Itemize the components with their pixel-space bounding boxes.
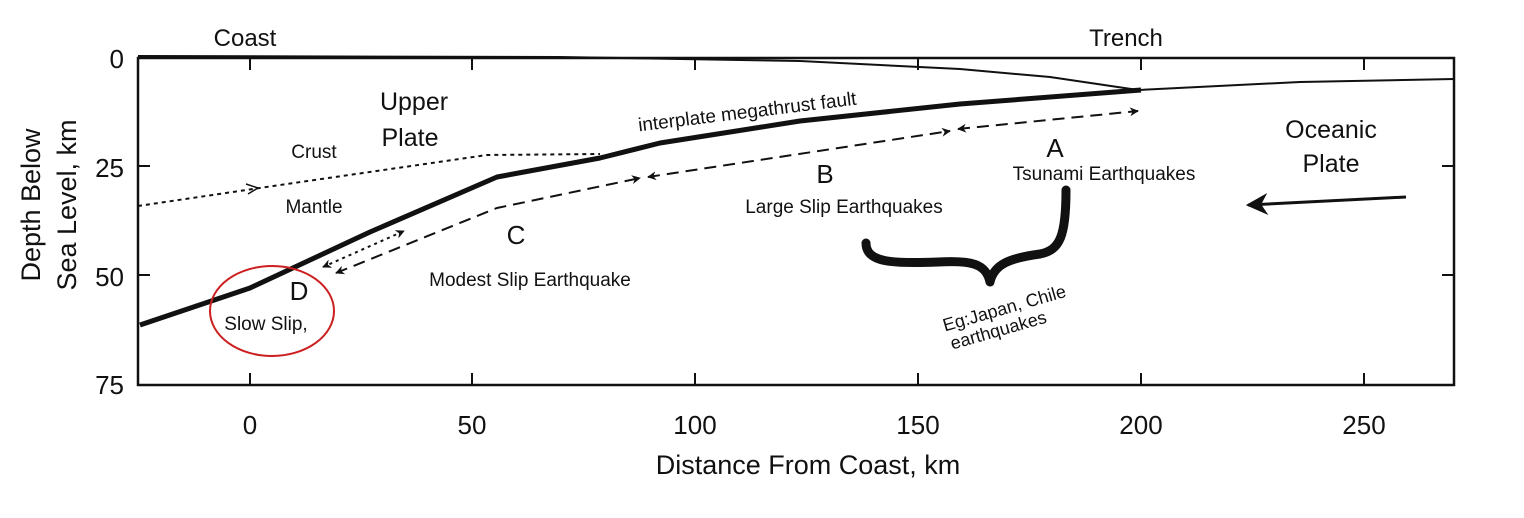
- x-ticks: [249, 58, 1365, 385]
- x-tick-label: 50: [458, 410, 487, 440]
- coast-label: Coast: [214, 25, 277, 52]
- moho-dotted-line: [137, 153, 601, 207]
- upper-plate-label-line2: Plate: [382, 124, 439, 152]
- x-tick-label: 100: [673, 410, 716, 440]
- zone-B-label: B: [816, 159, 833, 189]
- mantle-label: Mantle: [285, 197, 342, 218]
- oceanic-plate-surface: [1137, 78, 1455, 91]
- large-slip-label: Large Slip Earthquakes: [745, 197, 943, 218]
- x-tick-label: 150: [896, 410, 939, 440]
- oceanic-label-line1: Oceanic: [1285, 116, 1377, 144]
- slow-slip-label: Slow Slip,: [224, 314, 307, 335]
- megathrust-fault-line: [139, 87, 1142, 328]
- y-axis-title-line1: Depth Below: [16, 128, 46, 282]
- seafloor-line: [137, 55, 1139, 91]
- y-tick-label: 0: [110, 44, 124, 74]
- tsunami-label: Tsunami Earthquakes: [1013, 164, 1196, 185]
- curly-brace: [861, 185, 1071, 287]
- oceanic-label-line2: Plate: [1303, 150, 1360, 178]
- arrow-zone-B: [647, 127, 951, 181]
- y-ticks: [138, 165, 1454, 276]
- y-tick-label: 75: [95, 370, 124, 400]
- oceanic-plate-motion-arrow: [1245, 193, 1407, 215]
- moho-chevron: [245, 183, 260, 195]
- modest-slip-label: Modest Slip Earthquake: [429, 270, 631, 291]
- zone-D-label: D: [290, 276, 309, 306]
- trench-label: Trench: [1089, 25, 1163, 52]
- x-tick-label: 0: [243, 410, 257, 440]
- arrow-zone-A: [957, 107, 1139, 133]
- zone-C-label: C: [507, 220, 526, 250]
- y-tick-label: 50: [95, 262, 124, 292]
- y-tick-label: 25: [95, 153, 124, 183]
- zone-A-label: A: [1046, 133, 1064, 163]
- crust-label: Crust: [291, 142, 337, 163]
- upper-plate-label-line1: Upper: [380, 88, 448, 116]
- arrow-zone-D: [322, 230, 405, 268]
- slow-slip-highlight-circle: [209, 265, 335, 357]
- x-axis-title: Distance From Coast, km: [656, 450, 961, 480]
- y-axis-title-line2: Sea Level, km: [52, 119, 82, 290]
- x-tick-label: 200: [1119, 410, 1162, 440]
- plot-frame: [136, 56, 1456, 387]
- x-tick-label: 250: [1342, 410, 1385, 440]
